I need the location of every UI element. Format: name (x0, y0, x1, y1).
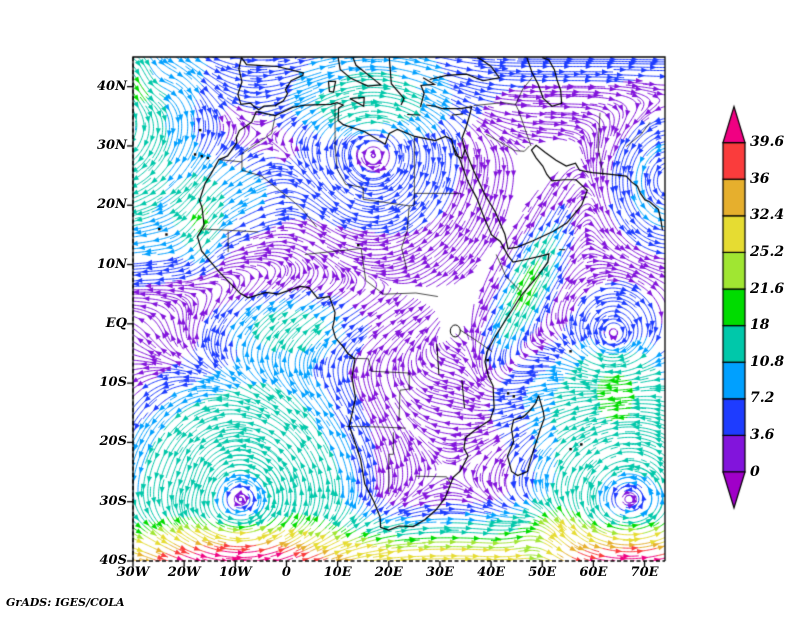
colorbar-tick-label: 36 (750, 170, 770, 187)
colorbar-tick-label: 39.6 (750, 134, 785, 151)
lat-tick-label: 20N (97, 197, 127, 213)
lon-tick-label: 20E (374, 565, 403, 580)
lon-tick-label: 60E (579, 565, 608, 580)
lon-tick-label: 30E (425, 565, 454, 580)
lat-tick-label: 30N (97, 137, 127, 153)
credit: GrADS: IGES/COLA (6, 596, 125, 609)
lon-tick-label: 20W (167, 565, 201, 580)
colorbar-tick-label: 0 (750, 463, 760, 480)
colorbar-tick-label: 7.2 (750, 390, 775, 407)
colorbar-tick-label: 18 (750, 317, 770, 334)
colorbar-tick-label: 32.4 (750, 207, 785, 224)
lat-tick-label: 10N (97, 256, 127, 272)
lon-tick-label: 30W (116, 565, 150, 580)
lon-tick-label: 0 (281, 565, 291, 580)
lat-tick-label: 10S (99, 375, 127, 391)
lon-tick-label: 10E (323, 565, 352, 580)
lon-tick-label: 70E (630, 565, 659, 580)
lon-tick-label: 10W (218, 565, 252, 580)
lat-tick-label: EQ (105, 315, 127, 331)
lon-tick-label: 50E (528, 565, 557, 580)
colorbar-tick-label: 21.6 (750, 280, 785, 297)
lon-tick-label: 40E (477, 565, 506, 580)
colorbar-tick-label: 10.8 (750, 353, 785, 370)
colorbar-tick-label: 25.2 (750, 243, 785, 260)
lat-tick-label: 40N (97, 78, 127, 94)
lat-tick-label: 30S (99, 493, 127, 509)
lat-tick-label: 20S (99, 434, 127, 450)
lat-tick-label: 40S (99, 553, 127, 568)
colorbar-tick-label: 3.6 (750, 426, 775, 443)
